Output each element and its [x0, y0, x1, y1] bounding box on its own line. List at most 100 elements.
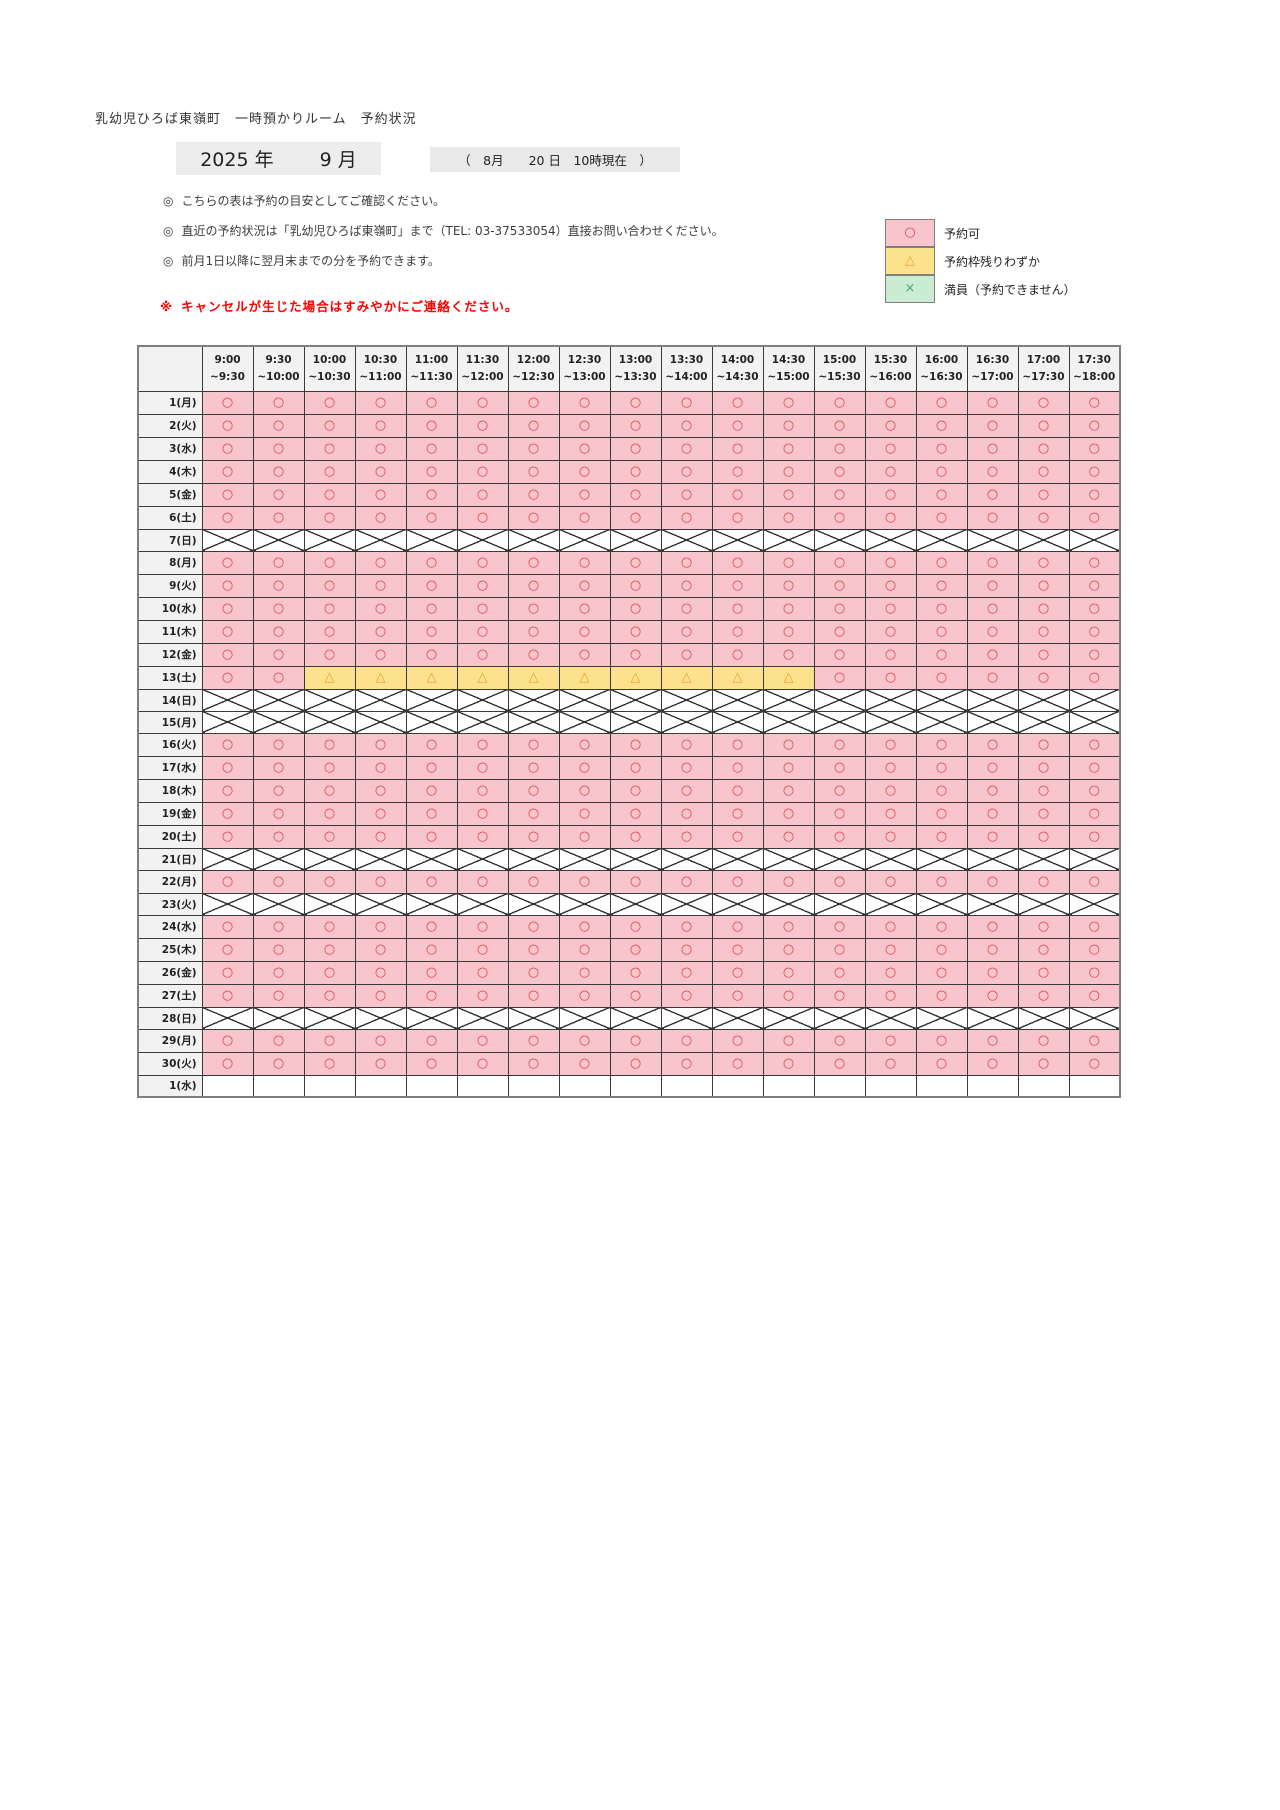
table-row: 12(金) ○ ○ ○ ○ ○ ○ ○ ○ ○ ○ ○ ○ ○ ○ ○ ○ ○ ○	[137, 642, 1121, 667]
note-text: こちらの表は予約の目安としてご確認ください。	[181, 194, 446, 208]
slot-cell: ○	[864, 436, 917, 461]
slot-cell: ○	[915, 983, 968, 1008]
as-of-date-box: （ 8月 20 日 10時現在 ）	[430, 147, 680, 172]
slot-cell: ○	[252, 778, 305, 803]
slot-cell	[864, 688, 917, 712]
slot-cell	[915, 892, 968, 916]
slot-cell	[711, 1074, 764, 1098]
slot-cell: ○	[711, 505, 764, 530]
slot-cell: ○	[660, 914, 713, 939]
slot-cell: ○	[966, 596, 1019, 621]
status-legend: ○ 予約可 △ 予約枠残りわずか × 満員（予約できません）	[885, 218, 1076, 303]
slot-cell	[609, 710, 662, 734]
slot-cell: ○	[456, 755, 509, 780]
slot-cell: ○	[660, 1028, 713, 1053]
slot-cell: ○	[609, 983, 662, 1008]
slot-cell: ○	[609, 937, 662, 962]
slot-cell: ○	[252, 505, 305, 530]
slot-cell: ○	[711, 983, 764, 1008]
slot-cell	[405, 688, 458, 712]
time-slot-header: 15:00 ~15:30	[813, 345, 866, 392]
slot-cell: ○	[762, 824, 815, 849]
slot-cell: ○	[456, 1051, 509, 1076]
slot-cell: ○	[609, 869, 662, 894]
table-row: 5(金) ○ ○ ○ ○ ○ ○ ○ ○ ○ ○ ○ ○ ○ ○ ○ ○ ○ ○	[137, 482, 1121, 507]
slot-cell: ○	[558, 413, 611, 438]
slot-cell	[558, 528, 611, 552]
slot-cell: ○	[762, 619, 815, 644]
slot-cell: ○	[201, 665, 254, 690]
slot-cell: ○	[1068, 937, 1121, 962]
slot-cell: ○	[303, 1028, 356, 1053]
slot-cell: ○	[354, 619, 407, 644]
day-label-cell: 19(金)	[137, 801, 203, 826]
slot-cell: ○	[201, 436, 254, 461]
slot-cell: ○	[660, 573, 713, 598]
slot-cell: ○	[354, 550, 407, 575]
slot-cell: ○	[966, 801, 1019, 826]
slot-cell: ○	[762, 550, 815, 575]
slot-cell: ○	[813, 436, 866, 461]
slot-cell	[456, 528, 509, 552]
time-slot-header: 11:00 ~11:30	[405, 345, 458, 392]
legend-item-full: × 満員（予約できません）	[885, 274, 1076, 303]
slot-cell: ○	[303, 755, 356, 780]
slot-cell	[711, 710, 764, 734]
slot-cell: ○	[609, 482, 662, 507]
slot-cell: ○	[813, 732, 866, 757]
slot-cell	[507, 688, 560, 712]
slot-cell	[813, 892, 866, 916]
slot-cell: ○	[405, 573, 458, 598]
note-marker-icon: ◎	[163, 254, 174, 268]
slot-cell: ○	[762, 937, 815, 962]
slot-cell: △	[456, 665, 509, 690]
slot-cell: ○	[303, 596, 356, 621]
triangle-icon: △	[905, 253, 915, 268]
slot-cell: ○	[711, 390, 764, 415]
slot-cell: ○	[201, 914, 254, 939]
slot-cell: ○	[303, 869, 356, 894]
slot-cell: △	[609, 665, 662, 690]
table-row: 1(水)	[137, 1074, 1121, 1098]
slot-cell: ○	[1068, 983, 1121, 1008]
slot-cell: ○	[966, 459, 1019, 484]
slot-cell: ○	[252, 550, 305, 575]
slot-cell: ○	[558, 390, 611, 415]
slot-cell: ○	[456, 436, 509, 461]
slot-cell: ○	[507, 573, 560, 598]
slot-cell: ○	[1017, 390, 1070, 415]
slot-cell: ○	[609, 824, 662, 849]
slot-cell: ○	[660, 1051, 713, 1076]
slot-cell	[1068, 1074, 1121, 1098]
slot-cell	[303, 688, 356, 712]
slot-cell: ○	[303, 732, 356, 757]
day-label-cell: 7(日)	[137, 528, 203, 552]
slot-cell: ○	[966, 869, 1019, 894]
slot-cell: ○	[354, 413, 407, 438]
slot-cell: ○	[813, 937, 866, 962]
table-row: 27(土) ○ ○ ○ ○ ○ ○ ○ ○ ○ ○ ○ ○ ○ ○ ○ ○ ○ ○	[137, 983, 1121, 1008]
slot-cell: ○	[456, 482, 509, 507]
slot-cell: ○	[762, 596, 815, 621]
slot-cell: ○	[201, 824, 254, 849]
day-label-cell: 23(火)	[137, 892, 203, 916]
slot-cell: ○	[405, 869, 458, 894]
slot-cell: ○	[405, 914, 458, 939]
slot-cell: ○	[1017, 413, 1070, 438]
slot-cell	[456, 1074, 509, 1098]
slot-cell: ○	[864, 801, 917, 826]
slot-cell: ○	[864, 619, 917, 644]
slot-cell	[915, 1074, 968, 1098]
slot-cell: ○	[201, 482, 254, 507]
open-status-swatch: ○	[885, 218, 935, 247]
table-row: 16(火) ○ ○ ○ ○ ○ ○ ○ ○ ○ ○ ○ ○ ○ ○ ○ ○ ○ ○	[137, 732, 1121, 757]
slot-cell: ○	[354, 459, 407, 484]
slot-cell: ○	[1068, 755, 1121, 780]
slot-cell: ○	[915, 390, 968, 415]
table-row: 3(水) ○ ○ ○ ○ ○ ○ ○ ○ ○ ○ ○ ○ ○ ○ ○ ○ ○ ○	[137, 436, 1121, 461]
slot-cell	[762, 528, 815, 552]
slot-cell: ○	[762, 801, 815, 826]
slot-cell: ○	[303, 801, 356, 826]
slot-cell: ○	[609, 596, 662, 621]
slot-cell	[507, 710, 560, 734]
